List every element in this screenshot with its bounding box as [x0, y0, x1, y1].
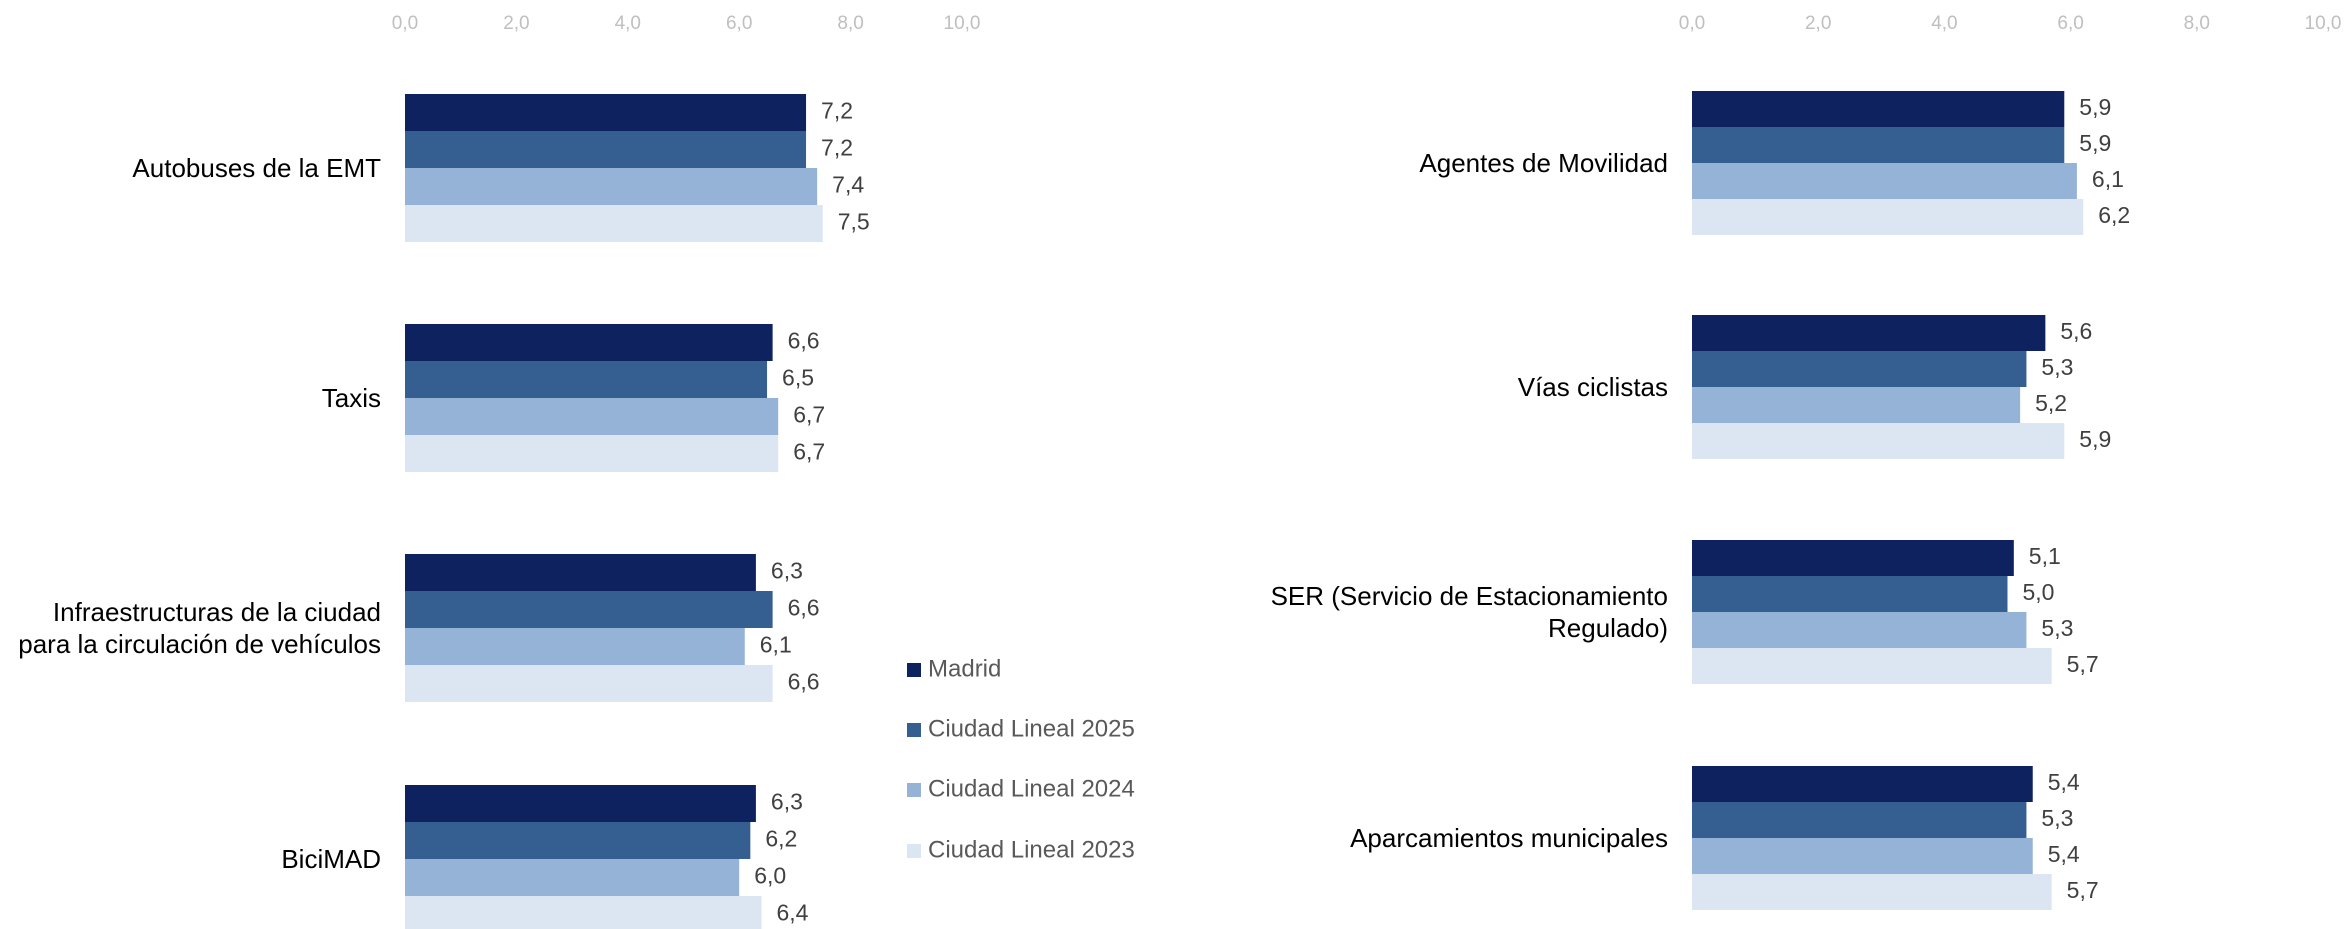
legend-swatch	[907, 723, 921, 737]
x-tick-label: 8,0	[837, 13, 863, 34]
bar	[1692, 163, 2077, 199]
x-tick-label: 6,0	[2057, 13, 2083, 34]
value-label: 5,2	[2035, 390, 2067, 416]
bar	[405, 554, 756, 591]
bar	[1692, 648, 2052, 684]
value-label: 5,4	[2048, 841, 2080, 867]
bar	[405, 628, 745, 665]
bar	[1692, 199, 2084, 235]
legend-label: Ciudad Lineal 2024	[928, 775, 1135, 802]
value-label: 6,1	[2092, 166, 2124, 192]
bar	[405, 665, 773, 702]
bar	[1692, 766, 2033, 802]
value-label: 5,6	[2060, 318, 2092, 344]
x-tick-label: 10,0	[944, 13, 981, 34]
bar	[405, 785, 756, 822]
category-label: Vías ciclistas	[1517, 372, 1668, 402]
value-label: 5,3	[2041, 354, 2073, 380]
bar	[405, 859, 740, 896]
x-tick-label: 0,0	[392, 13, 418, 34]
bar	[405, 398, 779, 435]
x-tick-label: 4,0	[1931, 13, 1957, 34]
value-label: 6,3	[771, 558, 803, 584]
bar	[1692, 387, 2021, 423]
category-label: SER (Servicio de Estacionamiento Regulad…	[1270, 581, 1668, 643]
bar	[405, 361, 768, 398]
value-label: 6,6	[788, 328, 820, 354]
value-label: 6,2	[2098, 202, 2130, 228]
bar	[405, 168, 818, 205]
value-label: 7,2	[821, 98, 853, 124]
x-tick-label: 2,0	[1805, 13, 1831, 34]
value-label: 5,1	[2029, 543, 2061, 569]
legend-swatch	[907, 783, 921, 797]
value-label: 5,7	[2067, 651, 2099, 677]
bar	[1692, 612, 2027, 648]
value-label: 6,6	[788, 669, 820, 695]
bar	[1692, 838, 2033, 874]
value-label: 5,0	[2023, 579, 2055, 605]
value-label: 6,6	[788, 595, 820, 621]
value-label: 7,5	[838, 209, 870, 235]
bar	[405, 896, 762, 929]
bar	[1692, 127, 2065, 163]
bar	[1692, 91, 2065, 127]
bar	[1692, 540, 2014, 576]
value-label: 5,3	[2041, 615, 2073, 641]
value-label: 5,9	[2079, 426, 2111, 452]
category-label: Autobuses de la EMT	[132, 153, 381, 183]
value-label: 6,2	[765, 826, 797, 852]
x-tick-label: 8,0	[2184, 13, 2210, 34]
legend-swatch	[907, 663, 921, 677]
x-tick-label: 6,0	[726, 13, 752, 34]
bar	[405, 94, 807, 131]
x-tick-label: 4,0	[615, 13, 641, 34]
bar	[1692, 423, 2065, 459]
bar	[1692, 874, 2052, 910]
legend-swatch	[907, 844, 921, 858]
value-label: 6,5	[782, 365, 814, 391]
bar	[405, 205, 823, 242]
bar	[405, 822, 751, 859]
bar	[1692, 576, 2008, 612]
bar	[1692, 351, 2027, 387]
value-label: 6,1	[760, 632, 792, 658]
bar	[405, 324, 773, 361]
category-label: Taxis	[321, 383, 381, 413]
category-label: BiciMAD	[281, 844, 381, 874]
legend-label: Madrid	[928, 655, 1001, 682]
bar	[1692, 802, 2027, 838]
x-tick-label: 10,0	[2305, 13, 2342, 34]
category-label: Agentes de Movilidad	[1419, 148, 1668, 178]
x-tick-label: 0,0	[1679, 13, 1705, 34]
value-label: 6,7	[793, 439, 825, 465]
legend-label: Ciudad Lineal 2025	[928, 715, 1135, 742]
category-label: Aparcamientos municipales	[1350, 823, 1668, 853]
value-label: 5,4	[2048, 769, 2080, 795]
value-label: 6,7	[793, 402, 825, 428]
value-label: 6,0	[754, 863, 786, 889]
value-label: 5,9	[2079, 94, 2111, 120]
value-label: 5,9	[2079, 130, 2111, 156]
value-label: 5,3	[2041, 805, 2073, 831]
value-label: 5,7	[2067, 877, 2099, 903]
category-label: Infraestructuras de la ciudad para la ci…	[18, 597, 381, 659]
bar	[405, 435, 779, 472]
value-label: 7,4	[832, 172, 864, 198]
bar	[405, 591, 773, 628]
x-tick-label: 2,0	[503, 13, 529, 34]
bar	[1692, 315, 2046, 351]
value-label: 6,3	[771, 789, 803, 815]
legend-label: Ciudad Lineal 2023	[928, 836, 1135, 863]
bar	[405, 131, 807, 168]
value-label: 6,4	[776, 900, 808, 926]
value-label: 7,2	[821, 135, 853, 161]
